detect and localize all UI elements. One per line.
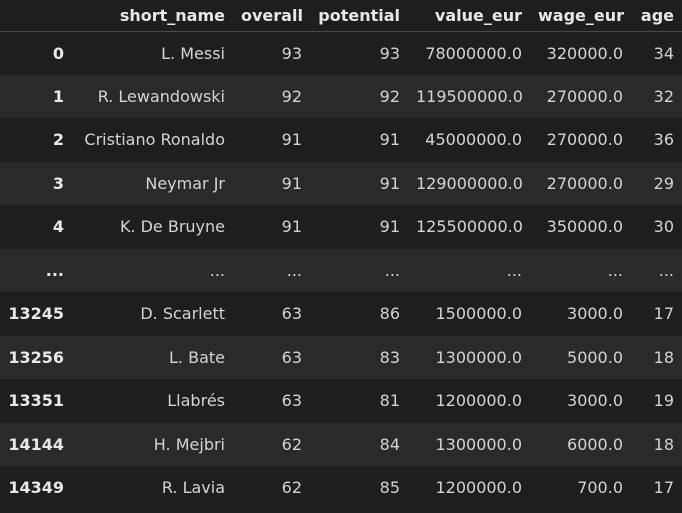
cell-potential: 83 — [379, 347, 400, 367]
table-row: 0 L. Messi 93 93 78000000.0 320000.0 34 — [0, 31, 682, 75]
cell-wage-eur: 5000.0 — [567, 347, 623, 367]
row-index: 14349 — [8, 478, 64, 498]
cell-age: ... — [658, 260, 674, 280]
cell-age: 18 — [653, 434, 674, 454]
cell-age: 30 — [653, 217, 674, 237]
table-row: 3 Neymar Jr 91 91 129000000.0 270000.0 2… — [0, 161, 682, 205]
table-row: 14349 R. Lavia 62 85 1200000.0 700.0 17 — [0, 466, 682, 510]
cell-short-name: R. Lavia — [161, 478, 225, 498]
cell-potential: 93 — [379, 43, 400, 63]
cell-value-eur: 129000000.0 — [416, 173, 523, 193]
cell-short-name: R. Lewandowski — [97, 86, 225, 106]
row-index: 13351 — [8, 391, 64, 411]
cell-value-eur: 1300000.0 — [435, 347, 522, 367]
row-index: 0 — [52, 43, 64, 63]
cell-value-eur: 125500000.0 — [416, 217, 523, 237]
cell-potential: 91 — [379, 130, 400, 150]
header-row: short_name overall potential value_eur w… — [0, 0, 682, 32]
cell-age: 36 — [653, 130, 674, 150]
row-index: ... — [45, 260, 64, 280]
cell-value-eur: 45000000.0 — [425, 130, 522, 150]
cell-short-name: Cristiano Ronaldo — [84, 130, 225, 150]
cell-overall: 63 — [281, 347, 302, 367]
cell-overall: 91 — [281, 217, 302, 237]
cell-value-eur: ... — [506, 260, 522, 280]
cell-potential: 91 — [379, 217, 400, 237]
cell-age: 17 — [653, 478, 674, 498]
cell-overall: 62 — [281, 478, 302, 498]
cell-potential: ... — [384, 260, 400, 280]
cell-age: 18 — [653, 347, 674, 367]
table-row: 1 R. Lewandowski 92 92 119500000.0 27000… — [0, 74, 682, 118]
cell-age: 32 — [653, 86, 674, 106]
table-row: 13245 D. Scarlett 63 86 1500000.0 3000.0… — [0, 292, 682, 336]
cell-potential: 81 — [379, 391, 400, 411]
cell-short-name: L. Bate — [169, 347, 225, 367]
column-header-value-eur: value_eur — [408, 0, 530, 32]
row-index: 1 — [52, 86, 64, 106]
cell-wage-eur: 350000.0 — [546, 217, 623, 237]
cell-wage-eur: 700.0 — [577, 478, 623, 498]
cell-potential: 91 — [379, 173, 400, 193]
table-row: 13256 L. Bate 63 83 1300000.0 5000.0 18 — [0, 335, 682, 379]
cell-short-name: Llabrés — [167, 391, 225, 411]
cell-potential: 92 — [379, 86, 400, 106]
column-header-age: age — [631, 0, 682, 32]
cell-short-name: Neymar Jr — [145, 173, 225, 193]
cell-overall: ... — [286, 260, 302, 280]
cell-age: 34 — [653, 43, 674, 63]
cell-short-name: K. De Bruyne — [119, 217, 225, 237]
row-index: 4 — [52, 217, 64, 237]
column-header-wage-eur: wage_eur — [530, 0, 631, 32]
cell-short-name: D. Scarlett — [140, 304, 225, 324]
index-header — [0, 0, 70, 32]
table-row: 13351 Llabrés 63 81 1200000.0 3000.0 19 — [0, 379, 682, 423]
cell-value-eur: 1300000.0 — [435, 434, 522, 454]
cell-overall: 63 — [281, 304, 302, 324]
cell-wage-eur: 3000.0 — [567, 391, 623, 411]
cell-wage-eur: 270000.0 — [546, 86, 623, 106]
row-index: 3 — [52, 173, 64, 193]
cell-overall: 92 — [281, 86, 302, 106]
table-row: 4 K. De Bruyne 91 91 125500000.0 350000.… — [0, 205, 682, 249]
cell-wage-eur: ... — [607, 260, 623, 280]
cell-short-name: L. Messi — [161, 43, 225, 63]
table-row: 2 Cristiano Ronaldo 91 91 45000000.0 270… — [0, 118, 682, 162]
cell-value-eur: 119500000.0 — [416, 86, 523, 106]
cell-overall: 93 — [281, 43, 302, 63]
column-header-overall: overall — [233, 0, 310, 32]
cell-overall: 63 — [281, 391, 302, 411]
cell-age: 17 — [653, 304, 674, 324]
column-header-short-name: short_name — [70, 0, 233, 32]
cell-overall: 91 — [281, 130, 302, 150]
cell-wage-eur: 320000.0 — [546, 43, 623, 63]
row-index: 13245 — [8, 304, 64, 324]
cell-short-name: H. Mejbri — [153, 434, 225, 454]
cell-wage-eur: 3000.0 — [567, 304, 623, 324]
table-header: short_name overall potential value_eur w… — [0, 0, 682, 32]
table-row: 14144 H. Mejbri 62 84 1300000.0 6000.0 1… — [0, 422, 682, 466]
cell-age: 29 — [653, 173, 674, 193]
cell-overall: 91 — [281, 173, 302, 193]
column-header-potential: potential — [310, 0, 408, 32]
table-body: 0 L. Messi 93 93 78000000.0 320000.0 3 4 … — [0, 31, 682, 510]
cell-overall: 62 — [281, 434, 302, 454]
cell-short-name: ... — [209, 260, 225, 280]
cell-age: 19 — [653, 391, 674, 411]
cell-value-eur: 78000000.0 — [425, 43, 522, 63]
cell-value-eur: 1200000.0 — [435, 478, 522, 498]
cell-value-eur: 1200000.0 — [435, 391, 522, 411]
cell-value-eur: 1500000.0 — [435, 304, 522, 324]
row-index: 13256 — [8, 347, 64, 367]
cell-wage-eur: 6000.0 — [567, 434, 623, 454]
ellipsis-row: ... ... ... ... ... ... ... — [0, 248, 682, 292]
cell-potential: 84 — [379, 434, 400, 454]
row-index: 14144 — [8, 434, 64, 454]
cell-potential: 86 — [379, 304, 400, 324]
row-index: 2 — [52, 130, 64, 150]
cell-potential: 85 — [379, 478, 400, 498]
cell-wage-eur: 270000.0 — [546, 130, 623, 150]
cell-wage-eur: 270000.0 — [546, 173, 623, 193]
